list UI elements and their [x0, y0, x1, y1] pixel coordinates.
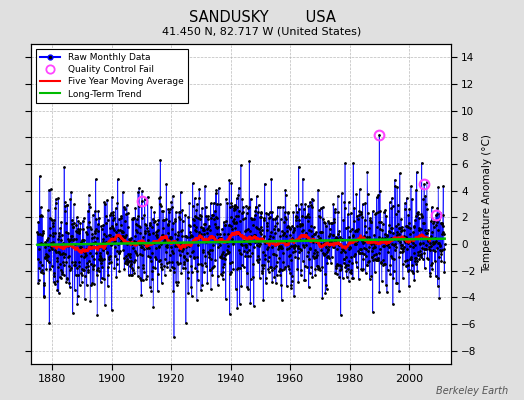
Text: Berkeley Earth: Berkeley Earth — [436, 386, 508, 396]
Text: 41.450 N, 82.717 W (United States): 41.450 N, 82.717 W (United States) — [162, 26, 362, 36]
Y-axis label: Temperature Anomaly (°C): Temperature Anomaly (°C) — [482, 134, 492, 274]
Legend: Raw Monthly Data, Quality Control Fail, Five Year Moving Average, Long-Term Tren: Raw Monthly Data, Quality Control Fail, … — [36, 48, 188, 103]
Text: SANDUSKY        USA: SANDUSKY USA — [189, 10, 335, 25]
